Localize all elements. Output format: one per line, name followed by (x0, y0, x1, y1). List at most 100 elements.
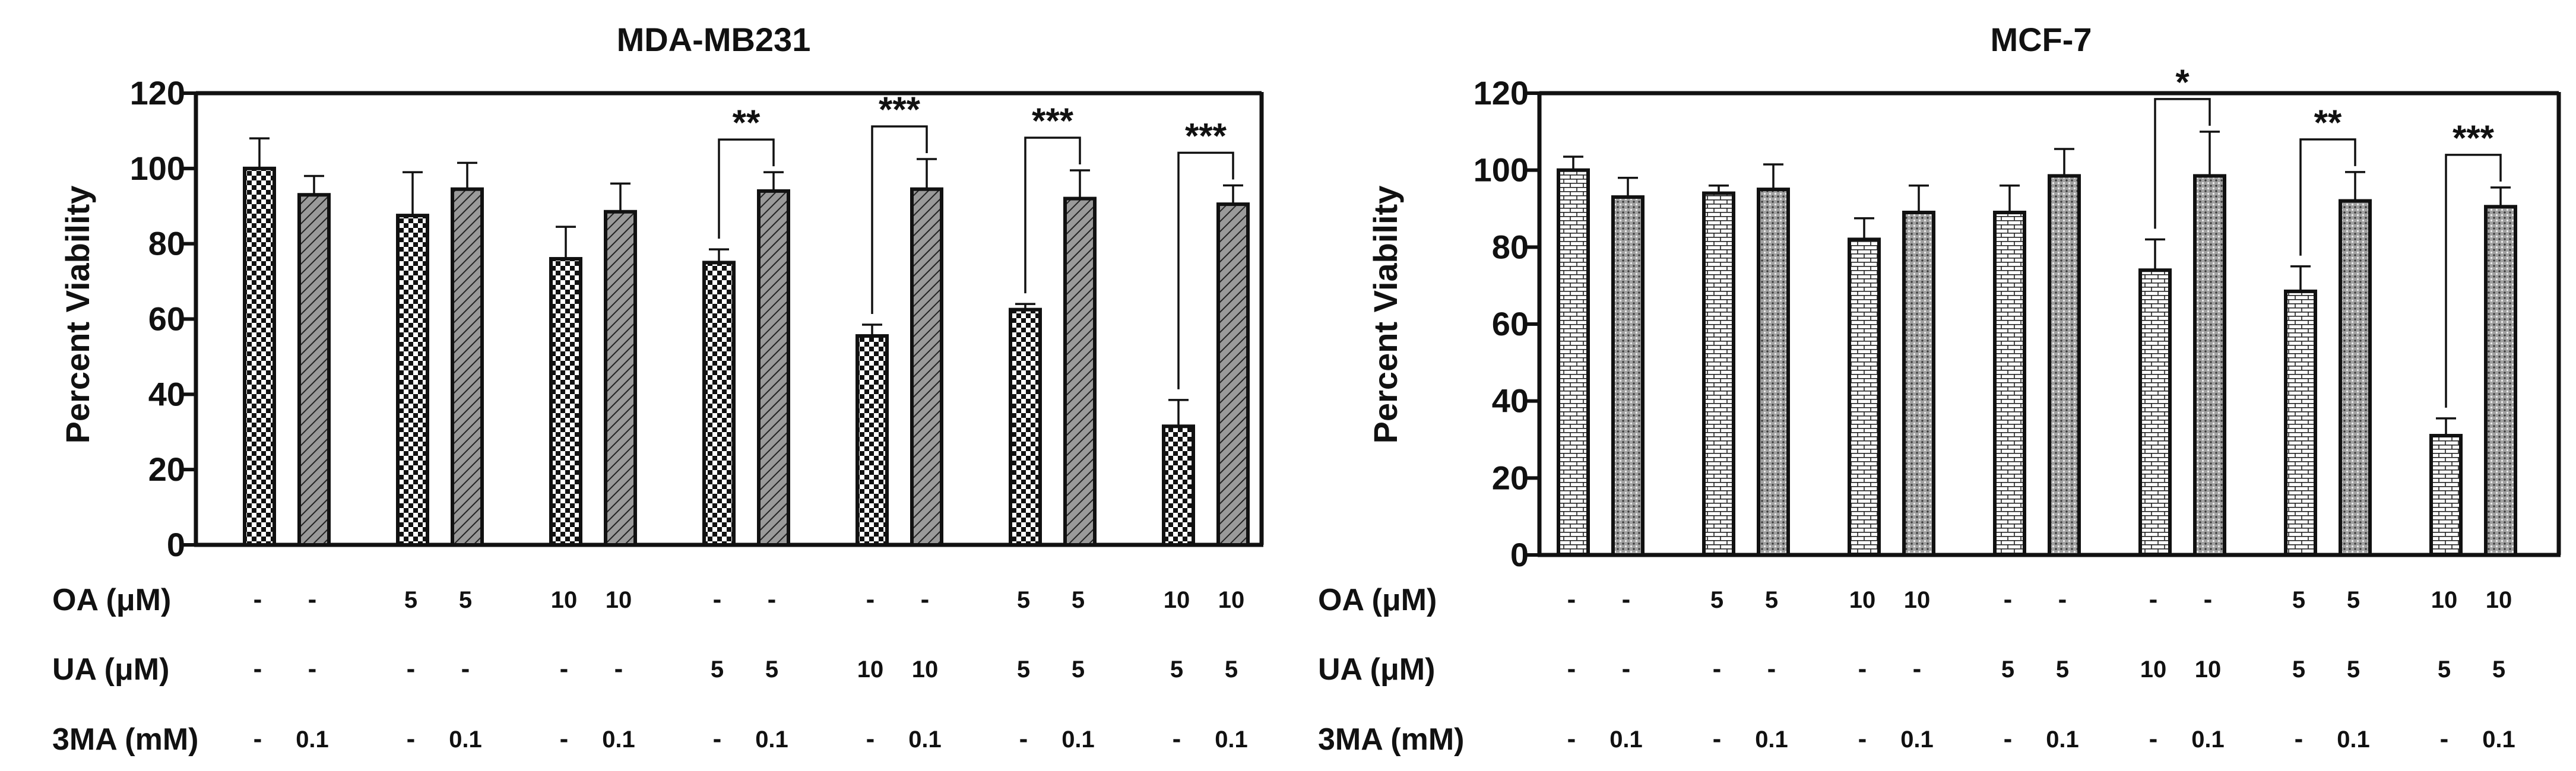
bar (2429, 434, 2463, 557)
treatment-value: 10 (2140, 656, 2167, 683)
bar (1757, 188, 1790, 557)
significance-label: *** (879, 90, 921, 129)
treatment-value: - (2149, 724, 2158, 753)
bar (297, 193, 331, 547)
treatment-value: 5 (1017, 656, 1030, 683)
treatment-value: - (2004, 585, 2013, 614)
treatment-value: - (866, 585, 875, 614)
treatment-value: - (2004, 724, 2013, 753)
treatment-value: 10 (551, 587, 578, 613)
treatment-value: - (921, 585, 930, 614)
treatment-value: 0.1 (602, 726, 635, 753)
treatment-value: 5 (2001, 656, 2014, 683)
treatment-value: - (254, 585, 262, 614)
significance-label: *** (1032, 101, 1074, 141)
treatment-value: - (254, 654, 262, 683)
significance-bracket (871, 125, 928, 315)
y-axis-label: Percent Viability (1367, 186, 1404, 444)
treatment-value: 5 (2438, 656, 2451, 683)
bar (2339, 199, 2372, 557)
treatment-value: - (1767, 654, 1776, 683)
treatment-row-label: OA (μM) (1318, 583, 1437, 617)
bar (702, 261, 736, 547)
treatment-value: 5 (2347, 656, 2360, 683)
treatment-value: 10 (2431, 587, 2458, 613)
bar (910, 187, 943, 547)
bar (1702, 191, 1735, 557)
y-tick-label: 80 (1492, 228, 1529, 265)
bar (856, 334, 889, 547)
treatment-value: - (1567, 724, 1576, 753)
treatment-value: - (713, 585, 722, 614)
treatment-value: 5 (404, 587, 417, 613)
treatment-value: - (2440, 724, 2449, 753)
significance-label: *** (1185, 116, 1227, 156)
treatment-value: - (560, 654, 569, 683)
treatment-value: 0.1 (1755, 726, 1788, 753)
bar (2193, 174, 2226, 557)
treatment-value: - (1622, 654, 1631, 683)
bar (1216, 202, 1250, 547)
treatment-value: - (308, 654, 317, 683)
treatment-value: 5 (2056, 656, 2069, 683)
treatment-row-label: 3MA (mM) (1318, 722, 1465, 757)
treatment-value: 0.1 (755, 726, 788, 753)
bar (2284, 289, 2317, 557)
panel-mcf-7: MCF-7 Percent Viability 0 20 40 60 80 100 120 *… (1318, 21, 2561, 757)
bar (1848, 237, 1881, 557)
y-tick-label: 40 (148, 375, 185, 413)
treatment-value: 0.1 (2046, 726, 2079, 753)
bar (1162, 424, 1195, 547)
significance-bracket (2299, 138, 2356, 256)
treatment-table: OA (μM) - - 5 5 10 10 - - - - 5 5 10 10 UA (μM) - - - - - - 5 5… (52, 583, 1248, 757)
treatment-value: 10 (606, 587, 632, 613)
treatment-value: 5 (1017, 587, 1030, 613)
treatment-value: 5 (1072, 587, 1085, 613)
y-tick-label: 40 (1492, 382, 1529, 420)
treatment-value: 10 (1164, 587, 1190, 613)
treatment-value: 0.1 (1609, 726, 1643, 753)
bar (549, 257, 582, 547)
treatment-value: - (2149, 585, 2158, 614)
treatment-value: 0.1 (908, 726, 942, 753)
significance-bracket (2154, 98, 2211, 229)
treatment-value: 10 (2486, 587, 2512, 613)
treatment-value: 5 (711, 656, 724, 683)
treatment-value: - (1713, 724, 1722, 753)
bar (451, 187, 484, 547)
treatment-value: - (1858, 724, 1867, 753)
bar (2048, 174, 2081, 557)
treatment-value: 5 (1710, 587, 1723, 613)
y-tick-label: 20 (1492, 459, 1529, 496)
y-tick-label: 0 (167, 526, 185, 563)
significance-bracket (718, 138, 775, 239)
treatment-value: - (2295, 724, 2303, 753)
treatment-value: - (407, 654, 416, 683)
treatment-row-label: 3MA (mM) (52, 722, 199, 757)
y-tick-label: 100 (1474, 151, 1529, 189)
treatment-value: - (614, 654, 623, 683)
treatment-value: - (407, 724, 416, 753)
treatment-value: 10 (1218, 587, 1245, 613)
treatment-value: 10 (912, 656, 939, 683)
y-tick-label: 20 (148, 450, 185, 488)
treatment-value: 0.1 (296, 726, 329, 753)
treatment-value: - (254, 724, 262, 753)
treatment-value: 5 (2292, 587, 2305, 613)
treatment-value: - (768, 585, 777, 614)
chart-title: MDA-MB231 (617, 21, 811, 58)
treatment-value: 10 (2195, 656, 2222, 683)
treatment-value: 0.1 (2191, 726, 2225, 753)
treatment-value: 5 (1765, 587, 1778, 613)
treatment-value: - (1913, 654, 1922, 683)
treatment-value: 0.1 (1900, 726, 1934, 753)
bar (757, 189, 790, 547)
treatment-value: 5 (459, 587, 472, 613)
significance-bracket (1024, 137, 1081, 294)
bar (1557, 168, 1590, 557)
significance-bracket (2445, 154, 2502, 408)
treatment-value: - (1019, 724, 1028, 753)
treatment-value: - (1567, 585, 1576, 614)
